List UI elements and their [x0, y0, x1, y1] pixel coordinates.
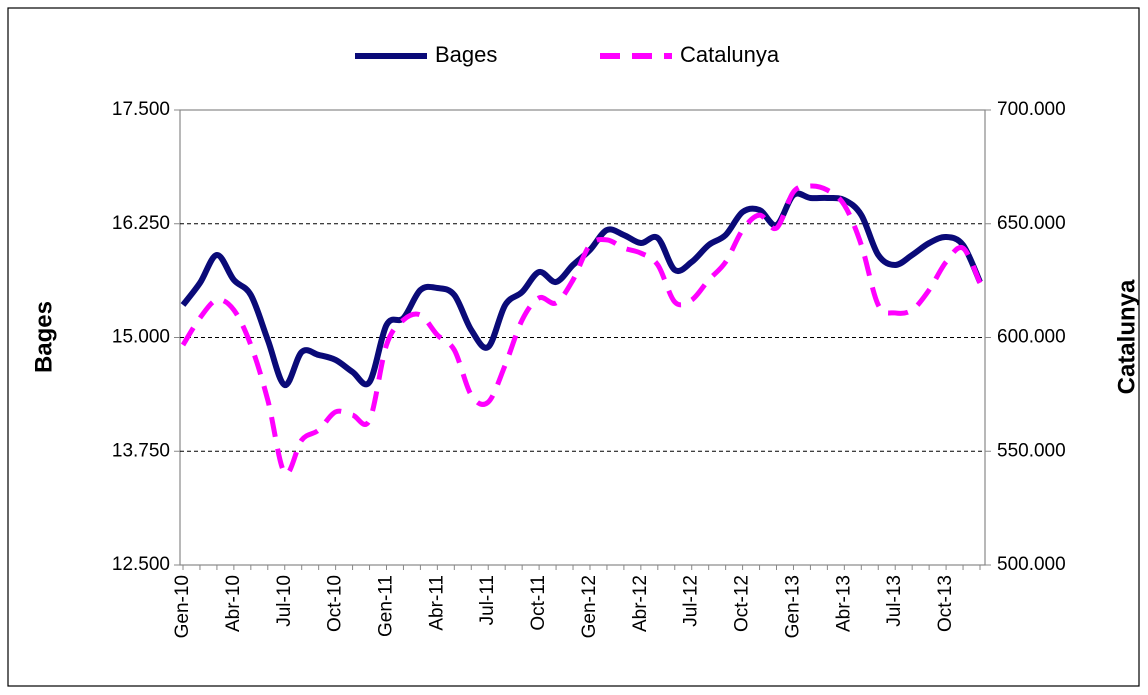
x-tick-label: Abr-11: [426, 575, 447, 631]
x-tick-label: Abr-10: [223, 575, 244, 632]
y2-tick-label: 650.000: [997, 213, 1066, 234]
y2-axis-title: Catalunya: [1113, 279, 1140, 394]
x-tick-label: Oct-11: [528, 575, 549, 631]
series-line: [180, 183, 983, 477]
x-tick-label: Abr-12: [630, 575, 651, 632]
x-tick-label: Abr-13: [833, 575, 854, 632]
y-tick-label: 17.500: [112, 99, 170, 120]
legend-text: Bages: [435, 42, 497, 67]
x-tick-label: Oct-12: [732, 575, 753, 632]
x-tick-label: Gen-12: [579, 575, 600, 638]
y2-tick-label: 700.000: [997, 99, 1066, 120]
x-tick-label: Oct-13: [935, 575, 956, 632]
y-tick-label: 16.250: [112, 213, 170, 234]
y2-tick-label: 550.000: [997, 440, 1066, 461]
y-axis-title: Bages: [30, 301, 57, 373]
x-tick-label: Jul-12: [681, 575, 702, 627]
x-tick-label: Jul-11: [477, 575, 498, 625]
x-tick-label: Oct-10: [325, 575, 346, 632]
y2-tick-label: 500.000: [997, 554, 1066, 575]
x-tick-label: Gen-13: [782, 575, 803, 638]
x-tick-label: Jul-13: [884, 575, 905, 627]
y-tick-label: 13.750: [112, 440, 170, 461]
x-tick-label: Gen-11: [376, 575, 397, 637]
x-tick-label: Jul-10: [274, 575, 295, 627]
y2-tick-label: 600.000: [997, 327, 1066, 348]
y-tick-label: 12.500: [112, 554, 170, 575]
legend-text: Catalunya: [680, 42, 780, 67]
y-tick-label: 15.000: [112, 327, 170, 348]
x-tick-label: Gen-10: [172, 575, 193, 638]
